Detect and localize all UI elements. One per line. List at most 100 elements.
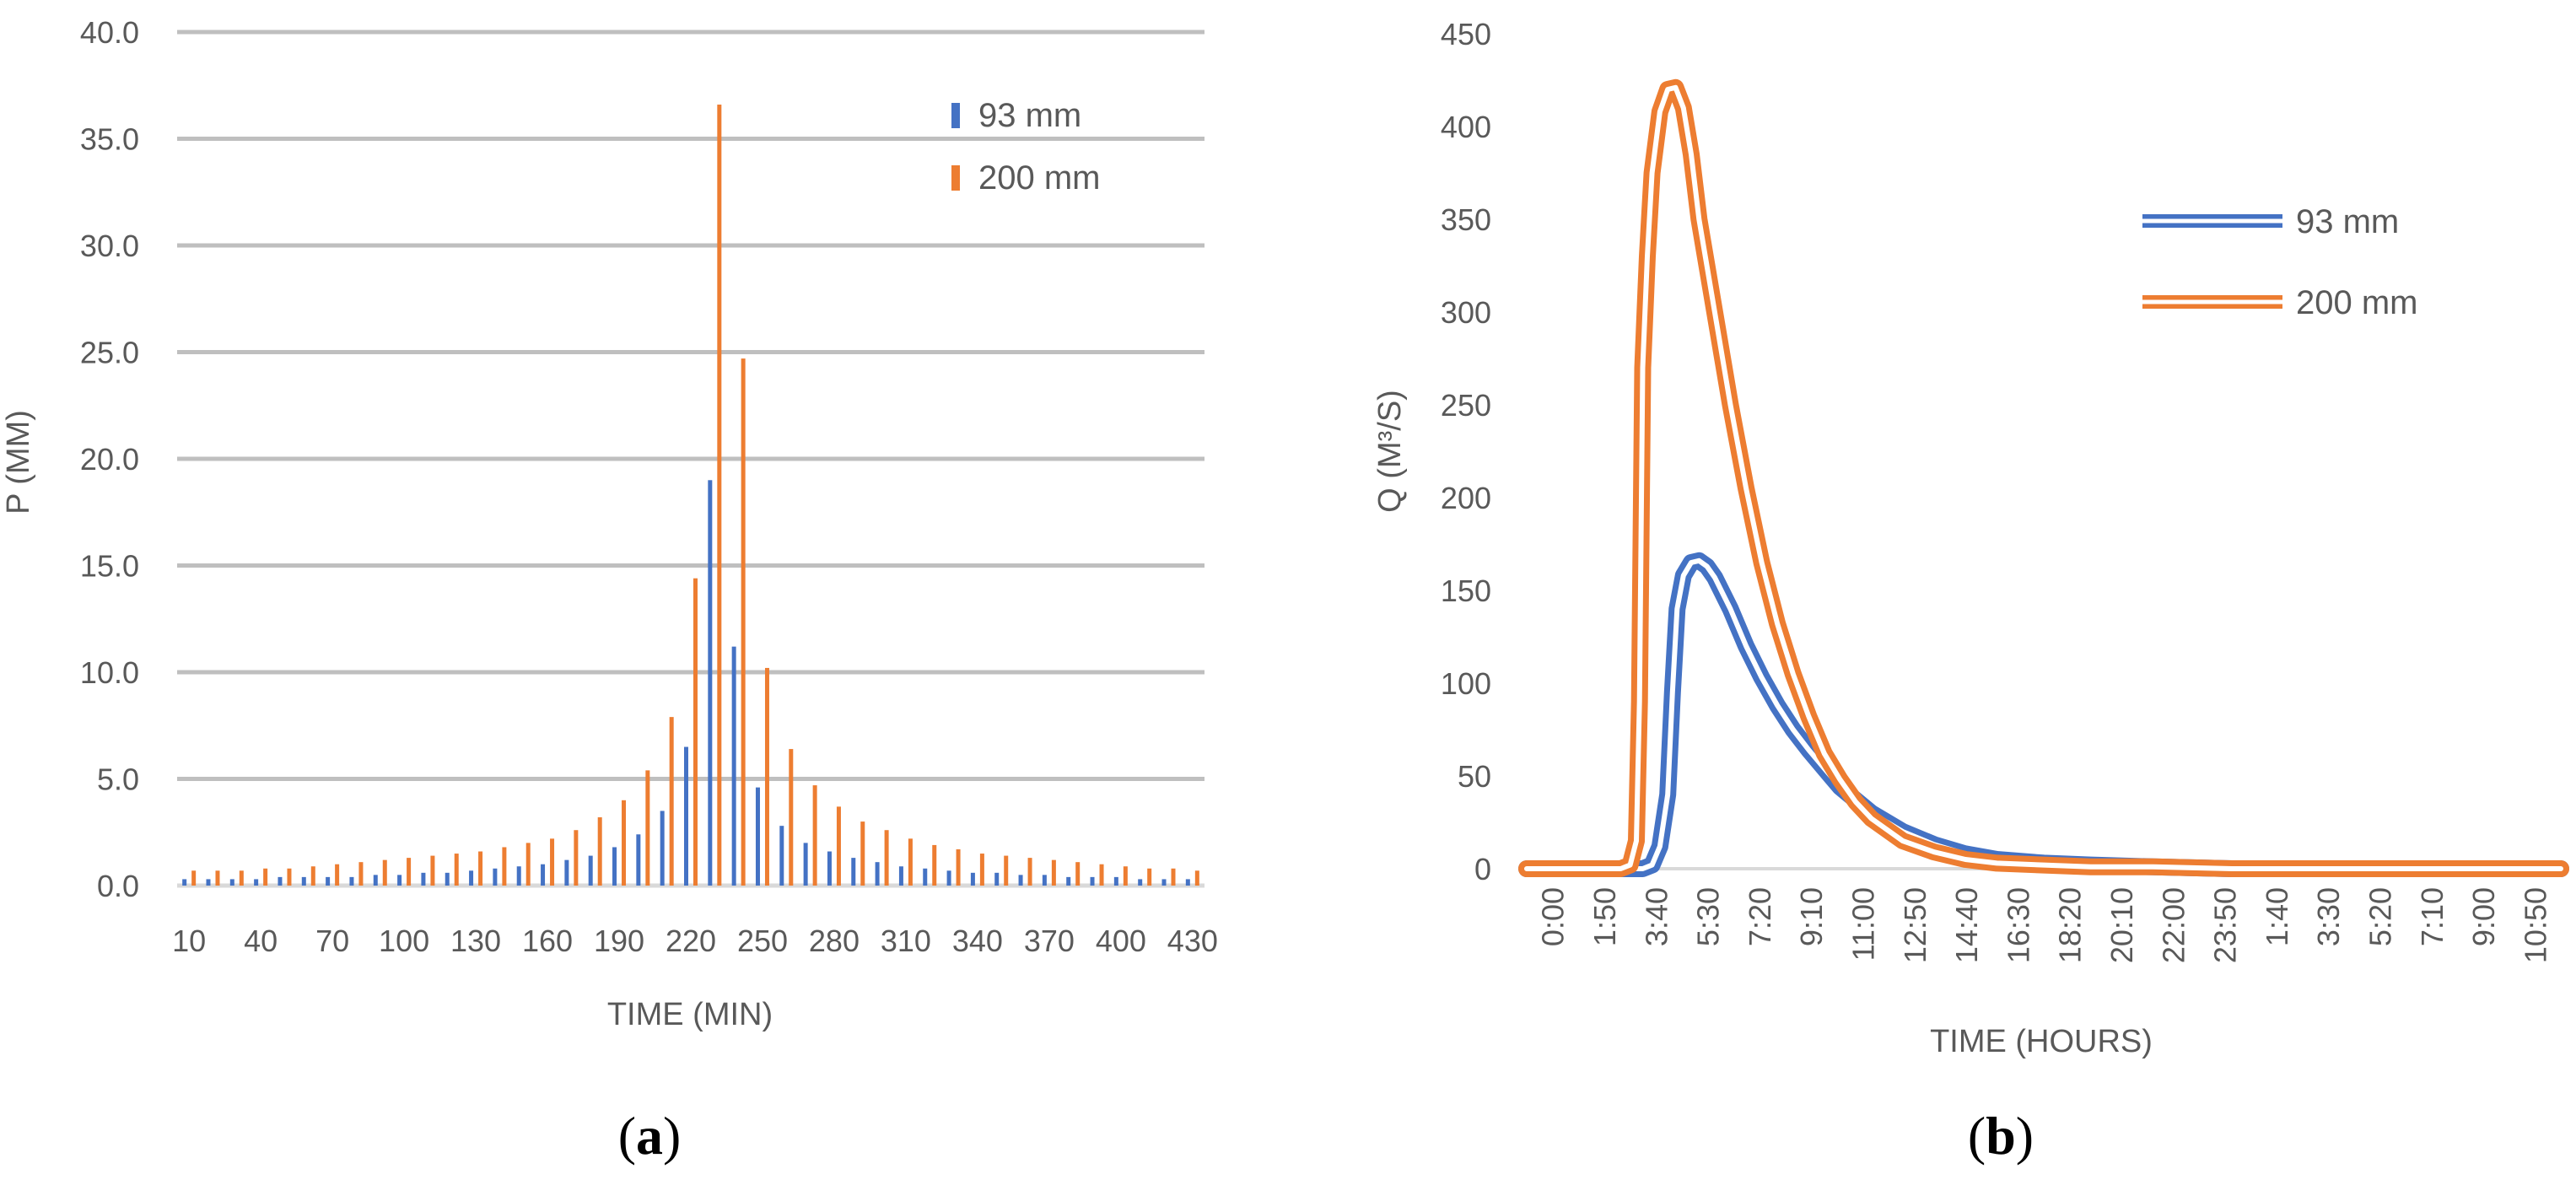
bar-93mm-240 [731,646,736,886]
bar-200mm-270 [812,785,817,886]
legend-label-93mm: 93 mm [978,97,1081,134]
chart-b: 0 50 100 150 200 250 300 350 400 450 0:00 1:50 3:40… [1372,17,2569,1166]
bar-200mm-150 [525,843,531,886]
y-tick-label: 25.0 [80,336,139,370]
x-tick-label: 3:30 [2311,887,2346,946]
chart-b-y-axis-label: Q (M³/S) [1372,390,1408,513]
bar-93mm-160 [541,864,546,886]
legend-swatch-93mm [951,103,960,128]
bar-93mm-50 [278,876,283,886]
bar-93mm-380 [1066,876,1071,886]
bar-93mm-100 [397,875,402,886]
y-tick-label: 400 [1441,110,1491,144]
bar-200mm-370 [1051,859,1056,886]
bar-200mm-320 [932,844,937,886]
chart-a-x-axis-label: TIME (MIN) [607,997,773,1032]
bar-93mm-390 [1090,876,1095,886]
y-tick-label: 300 [1441,295,1491,330]
bar-200mm-110 [430,855,435,886]
panel-label-a-letter: a [636,1106,663,1166]
y-tick-label: 5.0 [97,762,139,797]
bar-200mm-60 [310,866,315,886]
x-tick-label: 16:30 [2001,887,2035,963]
bar-93mm-230 [708,480,713,886]
x-tick-label: 1:50 [1587,887,1622,946]
chart-b-lines [1518,78,2569,877]
chart-a-gridlines [177,30,1204,888]
bar-93mm-330 [946,870,951,886]
chart-a-x-ticks: 10 40 70 100 130 160 190 220 250 280 310 340 370 400 4… [172,924,1218,958]
bar-200mm-300 [884,830,889,886]
legend-label-200mm: 200 mm [978,159,1101,197]
bar-200mm-360 [1027,858,1032,886]
x-tick-label: 400 [1096,924,1146,958]
x-tick-label: 250 [737,924,788,958]
x-tick-label: 14:40 [1949,887,1984,963]
bar-200mm-340 [979,854,984,886]
bar-93mm-120 [445,872,450,886]
x-tick-label: 7:20 [1743,887,1777,946]
legend-swatch-200mm [951,165,960,191]
y-tick-label: 0 [1474,852,1491,886]
x-tick-label: 220 [666,924,716,958]
bar-93mm-30 [229,879,234,886]
series-line-93mm-outer [1518,552,2569,877]
bar-93mm-220 [684,746,688,886]
x-tick-label: 12:50 [1898,887,1932,963]
chart-a-y-axis-label: P (MM) [1,410,36,514]
series-line-200mm-outer [1518,78,2569,877]
x-tick-label: 20:10 [2104,887,2139,963]
y-tick-label: 250 [1441,388,1491,423]
y-tick-label: 35.0 [80,122,139,157]
bar-200mm-390 [1099,864,1104,886]
chart-a-y-ticks: 0.0 5.0 10.0 15.0 20.0 25.0 30.0 35.0 40.0 [80,15,139,903]
x-tick-label: 160 [522,924,573,958]
bar-200mm-10 [191,870,197,886]
y-tick-label: 20.0 [80,442,139,477]
bar-93mm-130 [469,870,474,886]
bar-93mm-210 [660,811,665,886]
y-tick-label: 10.0 [80,655,139,690]
y-tick-label: 150 [1441,574,1491,608]
bar-93mm-150 [516,866,521,886]
bar-93mm-400 [1113,876,1118,886]
bar-200mm-100 [407,858,412,886]
x-tick-label: 430 [1167,924,1218,958]
panel-label-b: (b) [1968,1106,2034,1166]
chart-a: 0.0 5.0 10.0 15.0 20.0 25.0 30.0 35.0 40.0 10 40 7… [1,15,1218,1166]
bar-200mm-400 [1123,866,1128,886]
chart-b-y-ticks: 0 50 100 150 200 250 300 350 400 450 [1441,17,1491,886]
bar-200mm-20 [215,870,220,886]
x-tick-label: 0:00 [1536,887,1571,946]
bar-93mm-20 [206,879,211,886]
y-tick-label: 350 [1441,202,1491,237]
bar-200mm-80 [358,862,364,886]
bar-200mm-380 [1075,862,1081,886]
bar-93mm-360 [1018,875,1023,886]
bar-93mm-310 [898,866,903,886]
x-tick-label: 3:40 [1639,887,1673,946]
legend-label-200mm: 200 mm [2296,284,2418,321]
x-tick-label: 370 [1024,924,1075,958]
x-tick-label: 9:10 [1794,887,1829,946]
bar-200mm-310 [908,838,913,886]
bar-93mm-190 [612,847,617,886]
bar-93mm-430 [1185,879,1190,886]
bar-93mm-40 [254,879,259,886]
x-tick-label: 18:20 [2053,887,2088,963]
bar-200mm-280 [836,806,841,886]
x-tick-label: 340 [952,924,1003,958]
bar-200mm-180 [597,817,602,886]
x-tick-label: 10:50 [2518,887,2552,963]
bar-93mm-140 [493,868,498,886]
y-tick-label: 50 [1458,759,1491,794]
bar-200mm-90 [382,859,387,886]
bar-93mm-260 [779,826,784,886]
bar-200mm-40 [263,868,268,886]
panel-label-b-letter: b [1986,1106,2016,1166]
x-tick-label: 70 [315,924,349,958]
bar-93mm-420 [1161,879,1167,886]
bar-93mm-110 [421,872,426,886]
y-tick-label: 200 [1441,481,1491,515]
